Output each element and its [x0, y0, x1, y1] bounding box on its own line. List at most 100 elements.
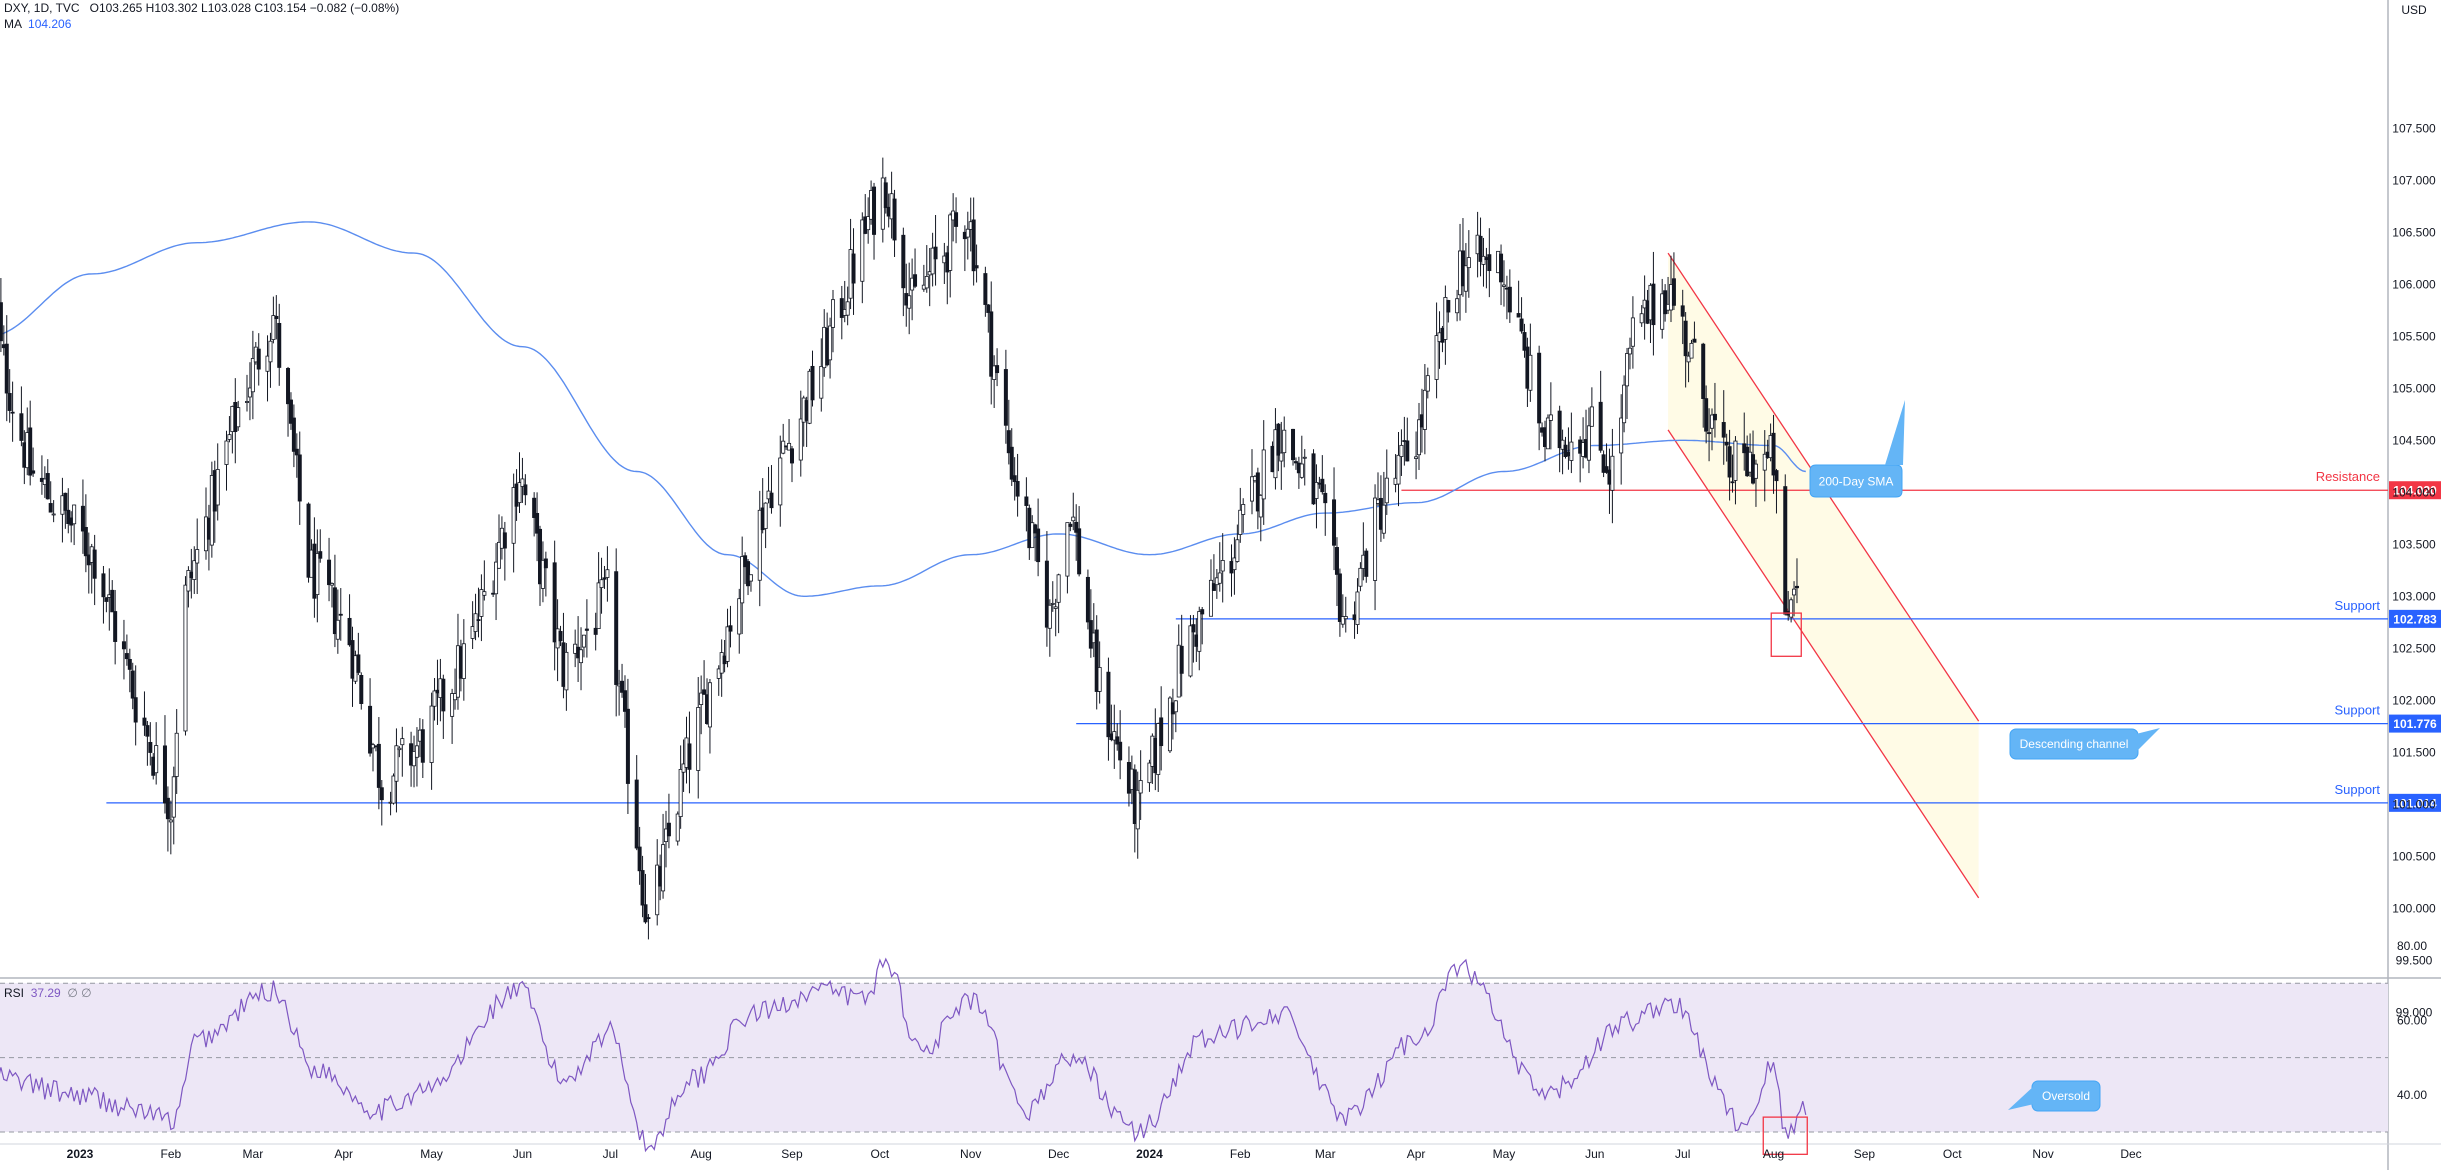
candle [154, 722, 159, 785]
candle-body [696, 707, 701, 771]
candle-body [778, 457, 783, 506]
candle [338, 588, 343, 641]
candle-body [1044, 560, 1049, 628]
candle [1085, 569, 1090, 630]
price-tick-label: 103.500 [2392, 537, 2436, 551]
candle-body [989, 311, 994, 377]
candle-body [247, 387, 252, 398]
candle [1425, 367, 1430, 399]
candle [1094, 615, 1099, 710]
candle [1258, 494, 1263, 542]
candle [1560, 429, 1565, 475]
candle [1794, 558, 1799, 604]
rsi-line[interactable] [0, 957, 1807, 1153]
candle [1422, 364, 1427, 455]
channel-callout[interactable]: Descending channel [2009, 728, 2160, 760]
candle [476, 587, 481, 638]
candle [391, 773, 396, 805]
candle [479, 574, 484, 642]
candle-body [420, 729, 425, 763]
candle-body [581, 634, 586, 648]
candle [1118, 710, 1123, 780]
candle-body [496, 541, 501, 569]
candle-body [901, 234, 906, 289]
candle-body [1006, 430, 1011, 454]
candle [186, 566, 191, 608]
candle [965, 211, 970, 260]
candle-body [965, 228, 970, 238]
candle [165, 786, 170, 852]
candle-body [148, 741, 153, 753]
candle-body [400, 738, 405, 746]
candle [523, 474, 528, 506]
candle-body [133, 697, 138, 723]
candle-body [1478, 235, 1483, 262]
candle-body [1159, 717, 1164, 747]
candle-body [1753, 463, 1758, 479]
price-tick-label: 99.500 [2396, 953, 2433, 967]
candle [429, 692, 434, 790]
candle-body [1501, 284, 1506, 287]
time-tick-label: 2023 [67, 1147, 94, 1161]
candle-body [1276, 423, 1281, 456]
ma-value: 104.206 [28, 17, 72, 31]
highlight-box[interactable] [1770, 612, 1802, 657]
candle-body [866, 216, 871, 231]
candle [1548, 382, 1553, 450]
candle-body [1384, 477, 1389, 504]
candle [1522, 323, 1527, 358]
candle [1651, 251, 1656, 356]
candle-body [1279, 452, 1284, 462]
candle [971, 197, 976, 286]
candle [1707, 408, 1712, 462]
candle [294, 433, 299, 478]
candle [31, 447, 36, 477]
candle [1188, 615, 1193, 678]
price-tick-label: 106.500 [2392, 225, 2436, 239]
sma-200-line[interactable] [0, 221, 1806, 597]
candle [593, 612, 598, 651]
candle-body [737, 598, 742, 635]
candle [1625, 347, 1630, 419]
candle [948, 212, 953, 298]
candle-body [31, 470, 36, 474]
candle-body [368, 705, 373, 754]
rsi-label: RSI [4, 986, 25, 1000]
candle [327, 537, 332, 602]
candle [110, 580, 115, 613]
candle-body [473, 613, 478, 632]
candle-body [66, 509, 71, 524]
candle-body [113, 611, 118, 642]
candle [268, 332, 273, 388]
rsi-highlight-box[interactable] [1762, 1116, 1808, 1155]
sma-callout[interactable]: 200-Day SMA [1809, 400, 1905, 498]
candle [789, 445, 794, 483]
candle-body [1332, 499, 1337, 546]
candle-body [165, 797, 170, 820]
candle-body [763, 502, 768, 529]
candle-body [1217, 572, 1222, 584]
candle [133, 665, 138, 746]
candle-body [1399, 444, 1404, 457]
channel-lower-line[interactable] [1667, 429, 1980, 899]
ohlc-values: O103.265 H103.302 L103.028 C103.154 −0.0… [89, 1, 400, 15]
candle-body [1311, 453, 1316, 505]
candle-body [1783, 486, 1788, 615]
candle-body [1466, 257, 1471, 269]
candle [532, 492, 537, 537]
candle-body [329, 583, 334, 586]
candle [1630, 296, 1635, 369]
candle-body [1712, 413, 1717, 421]
candle [441, 674, 446, 739]
candle-body [1024, 496, 1029, 506]
candle [675, 811, 680, 846]
candle [1364, 548, 1369, 583]
symbol-header: DXY, 1D, TVC O103.265 H103.302 L103.028 … [4, 1, 399, 15]
candle-body [7, 393, 12, 411]
candle [1030, 515, 1035, 549]
candle [1311, 449, 1316, 505]
oversold-callout[interactable]: Oversold [2008, 1080, 2101, 1112]
candle [28, 400, 33, 486]
candle [124, 634, 129, 666]
